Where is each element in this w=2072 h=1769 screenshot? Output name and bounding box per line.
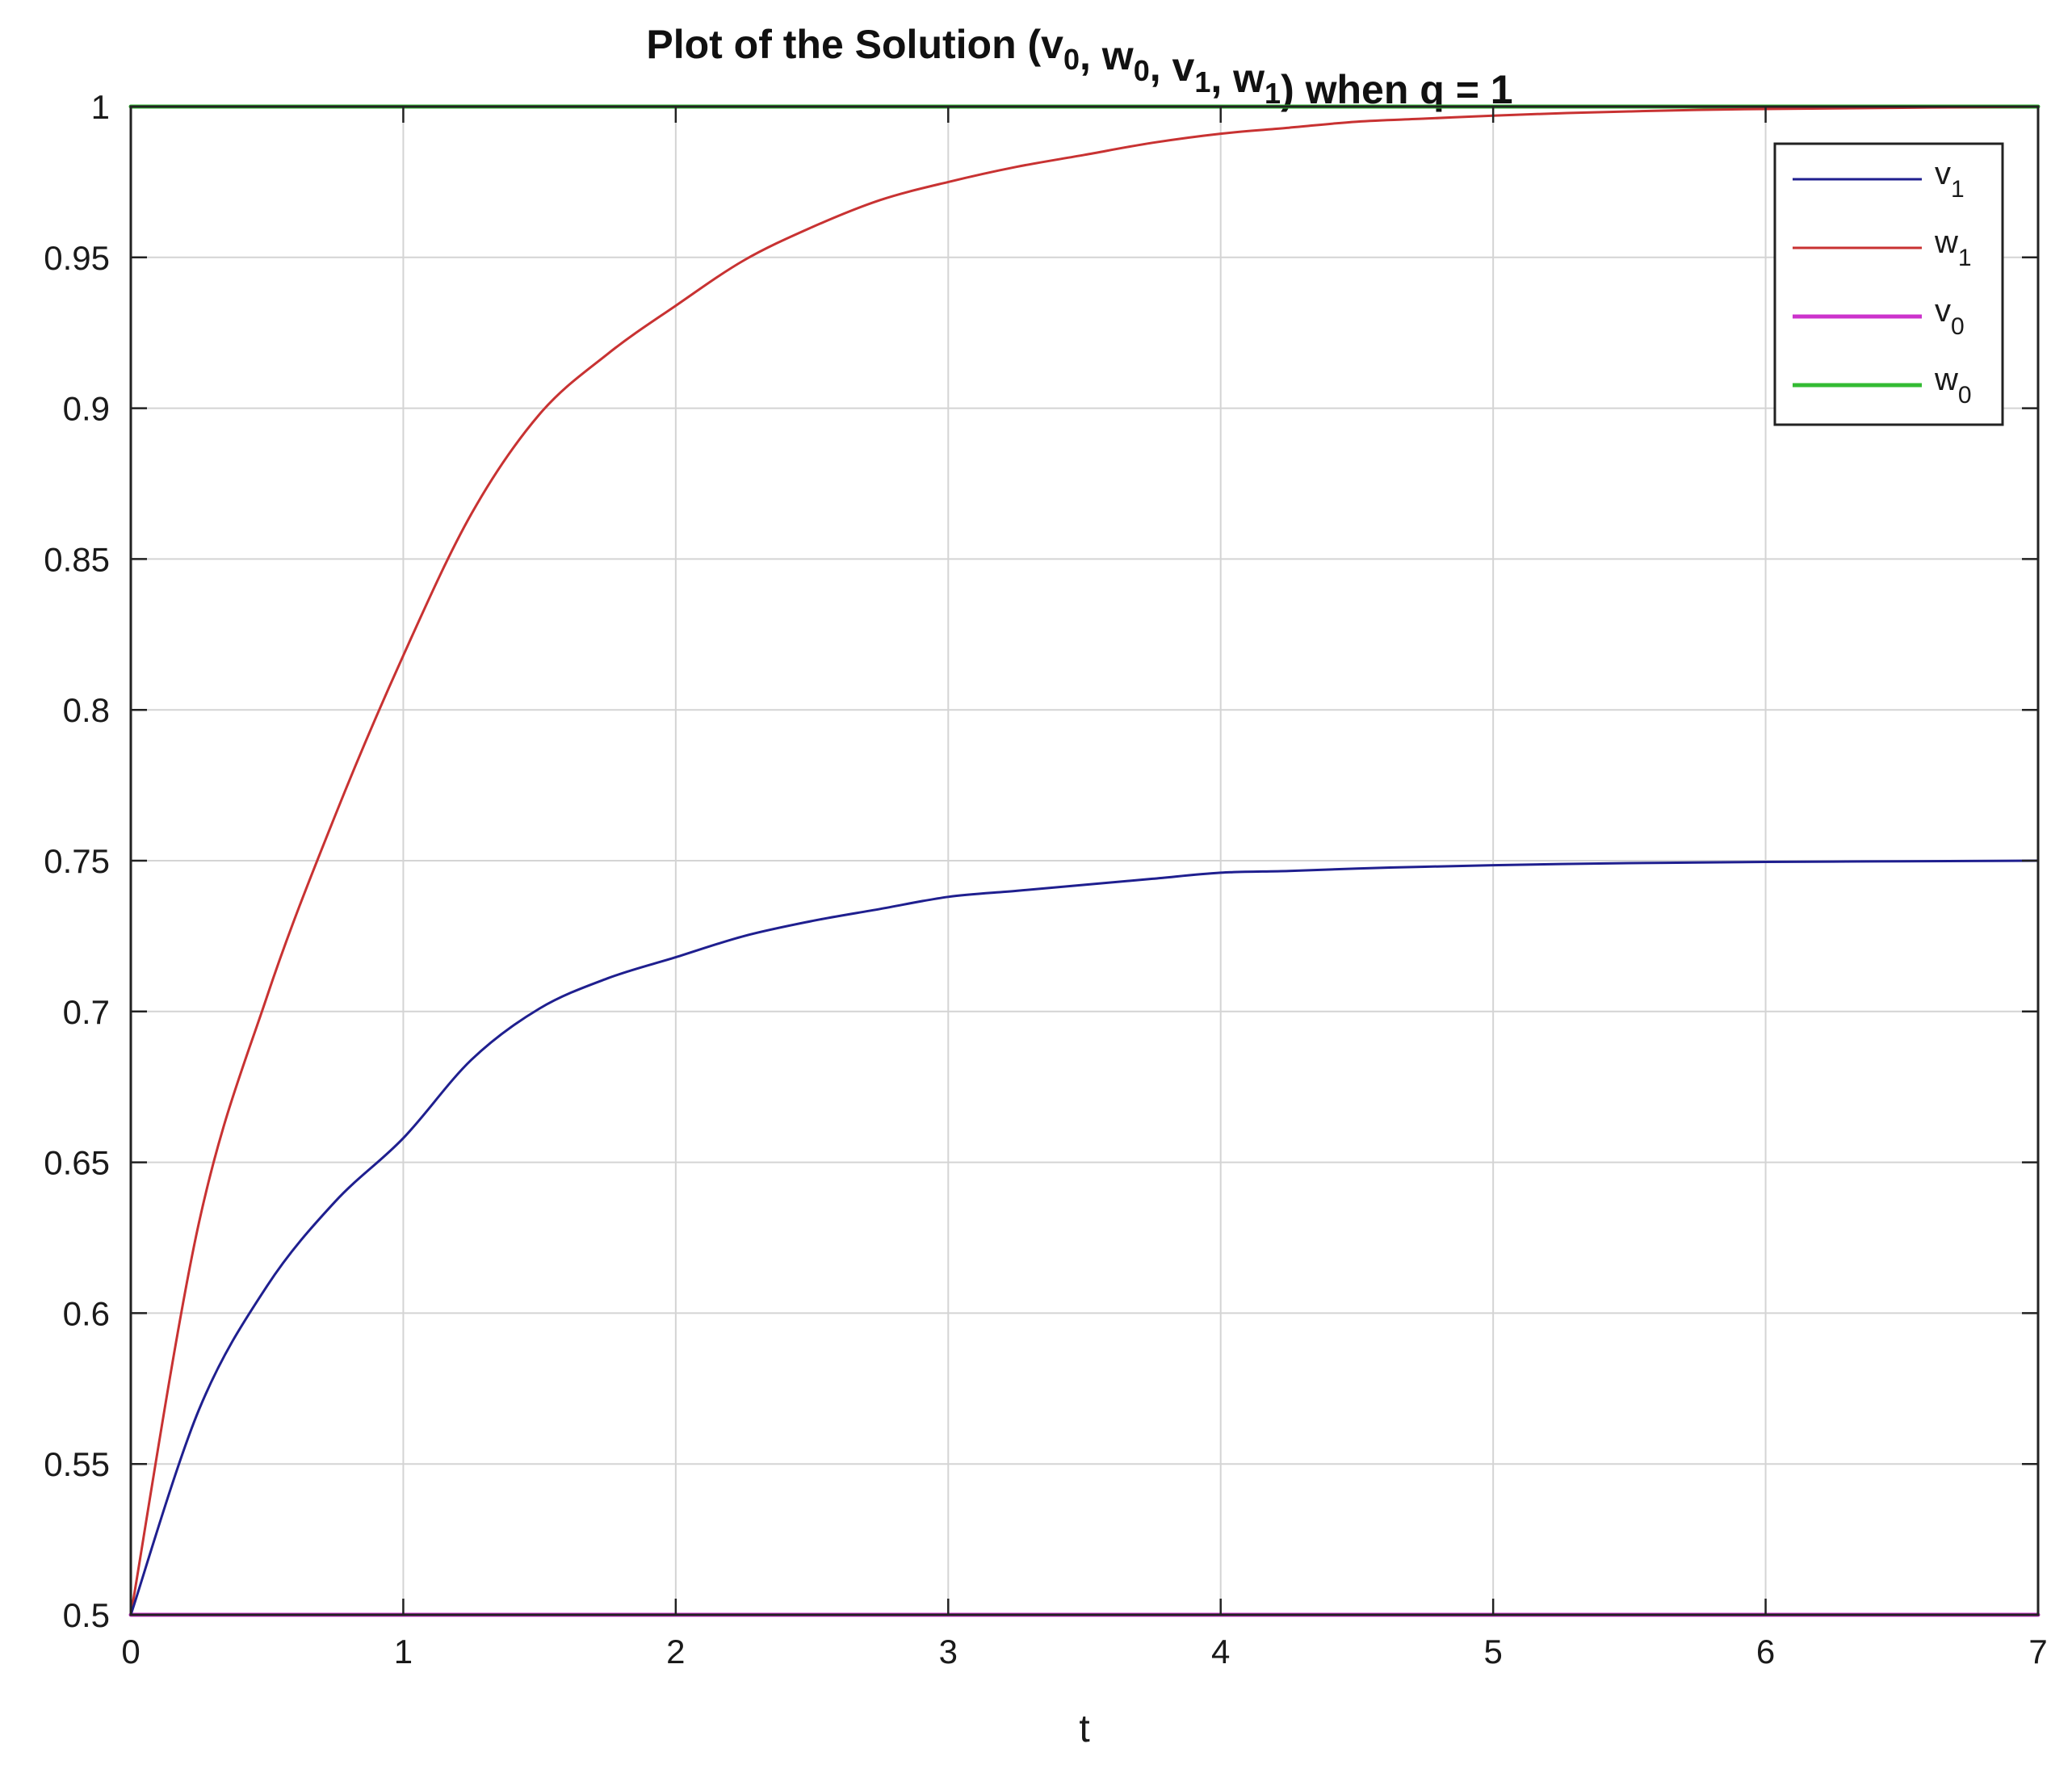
title-subscript-2: 1 xyxy=(1194,65,1210,99)
legend-box xyxy=(1773,142,2004,426)
legend-label-v0: v0 xyxy=(1935,293,1965,340)
x-tick-label-4: 4 xyxy=(1211,1633,1230,1670)
title-part-3: , w xyxy=(1210,56,1265,101)
y-tick-label-6: 0.8 xyxy=(63,691,110,729)
legend: v1 w1 v0 w0 xyxy=(1773,142,2004,426)
x-tick-label-0: 0 xyxy=(121,1633,140,1670)
y-tick-label-3: 0.65 xyxy=(44,1144,110,1182)
series-line-w1 xyxy=(129,105,2040,1616)
y-tick-label-10: 1 xyxy=(91,88,110,126)
legend-label-v1: v1 xyxy=(1935,156,1965,203)
x-tick-label-6: 6 xyxy=(1756,1633,1775,1670)
y-tick-label-4: 0.7 xyxy=(63,993,110,1031)
legend-label-w1: w1 xyxy=(1934,224,1972,271)
title-part-1: , w xyxy=(1080,33,1134,78)
y-tick-label-7: 0.85 xyxy=(44,540,110,578)
y-tick-label-2: 0.6 xyxy=(63,1294,110,1332)
title-subscript-1: 0 xyxy=(1134,54,1150,87)
x-tick-label-3: 3 xyxy=(939,1633,958,1670)
x-tick-label-1: 1 xyxy=(394,1633,413,1670)
ticks: 0 1 2 3 4 5 6 7 0.5 0.55 0.6 0.65 0.7 0.75 0.8 0.85 0.9 0… xyxy=(44,88,2047,1670)
y-tick-label-9: 0.95 xyxy=(44,239,110,277)
y-tick-label-8: 0.9 xyxy=(63,390,110,428)
grid xyxy=(131,107,2038,1615)
y-tick-label-5: 0.75 xyxy=(44,842,110,880)
series-line-v1 xyxy=(129,859,2040,1616)
title-subscript-3: 1 xyxy=(1265,77,1281,110)
title-subscript-0: 0 xyxy=(1063,43,1080,76)
title-part-2: , v xyxy=(1150,44,1195,90)
y-tick-label-0: 0.5 xyxy=(63,1596,110,1634)
title-part-0: Plot of the Solution (v xyxy=(646,22,1063,67)
x-tick-label-2: 2 xyxy=(666,1633,685,1670)
y-tick-label-1: 0.55 xyxy=(44,1445,110,1483)
x-tick-label-7: 7 xyxy=(2028,1633,2047,1670)
legend-label-w0: w0 xyxy=(1934,362,1972,409)
x-axis-label: t xyxy=(1079,1708,1089,1750)
x-tick-label-5: 5 xyxy=(1483,1633,1502,1670)
